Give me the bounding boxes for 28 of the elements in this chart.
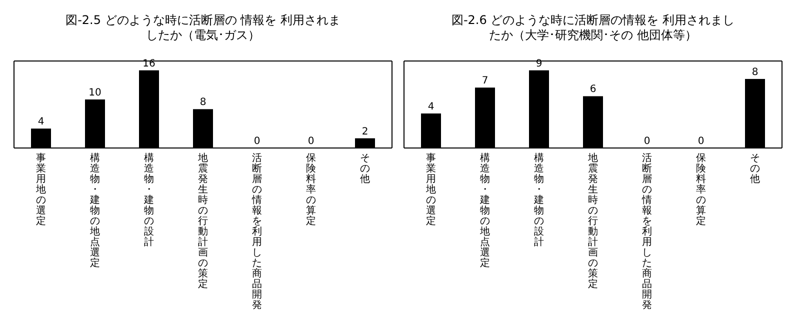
x-tick-label: 保険料率の算定 (696, 153, 706, 227)
category-label: 活断層の情報を利用した商品開発 (252, 153, 262, 311)
chart-title: 図-2.6 どのような時に活断層の情報を 利用されましたか（大学･研究機関･その 他団体等） (450, 13, 736, 43)
data-label: 0 (698, 136, 704, 147)
category-label: 構造物・建物の設計 (534, 153, 544, 248)
category-label: 構造物・建物の地点選定 (480, 153, 490, 269)
x-tick-label: 事業用地の選定 (35, 152, 46, 227)
data-label: 0 (254, 136, 260, 147)
data-label: 6 (590, 84, 596, 96)
data-label: 0 (308, 136, 314, 147)
data-label: 8 (752, 66, 758, 78)
data-label: 4 (428, 101, 434, 112)
category-label: 構造物・建物の地点選定 (90, 153, 100, 269)
category-label: 構造物・建物の設計 (144, 153, 154, 248)
data-label: 7 (482, 76, 488, 87)
data-label: 8 (200, 97, 206, 108)
data-label: 2 (362, 126, 368, 138)
x-tick-label: その他 (750, 153, 760, 185)
x-tick-label: その他 (360, 153, 370, 185)
chart-title: 図-2.5 どのような時に活断層の 情報を 利用されましたか（電気･ガス） (64, 13, 342, 43)
category-label: 活断層の情報を利用した商品開発 (642, 153, 652, 311)
data-label: 0 (644, 136, 650, 147)
data-label: 10 (88, 87, 102, 98)
data-label: 4 (38, 116, 44, 128)
category-label: 地震発生時の行動計画の策定 (198, 153, 208, 290)
x-tick-label: 保険料率の算定 (306, 153, 316, 227)
category-label: 地震発生時の行動計画の策定 (588, 153, 598, 290)
x-tick-label: 事業用地の選定 (425, 152, 436, 227)
